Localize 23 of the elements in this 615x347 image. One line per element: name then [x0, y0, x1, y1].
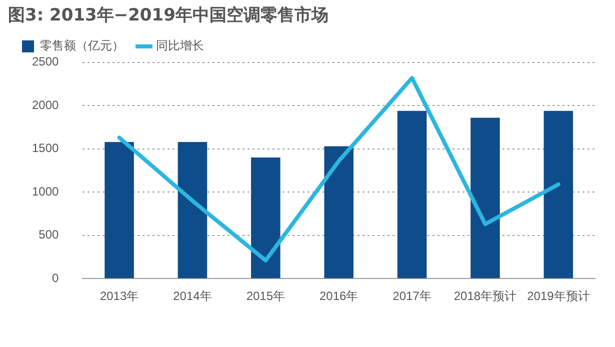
bar [251, 158, 280, 278]
y-tick-label: 2000 [32, 98, 60, 112]
y-tick-label: 2500 [32, 54, 60, 69]
bar [470, 118, 500, 278]
x-tick-label: 2013年 [100, 289, 139, 304]
y-tick-label: 1500 [32, 141, 60, 156]
bar [178, 142, 208, 278]
bar [544, 110, 574, 278]
x-tick-label: 2017年 [392, 289, 432, 304]
x-tick-label: 2014年 [173, 289, 212, 304]
y-tick-label: 500 [38, 228, 60, 242]
x-tick-label: 2015年 [246, 289, 286, 304]
y-tick-label: 1000 [32, 184, 60, 198]
legend-label: 同比增长 [156, 38, 204, 53]
x-tick-label: 2018年预计 [454, 289, 517, 304]
chart-title: 图3: 2013年−2019年中国空调零售市场 [8, 6, 328, 26]
x-tick-label: 2016年 [319, 289, 358, 304]
x-tick-label: 2019年预计 [527, 289, 590, 304]
bar [397, 110, 427, 278]
y-tick-label: 0 [52, 270, 60, 285]
legend-label: 零售额（亿元） [40, 38, 124, 53]
bar [324, 146, 354, 278]
bar [104, 142, 134, 278]
